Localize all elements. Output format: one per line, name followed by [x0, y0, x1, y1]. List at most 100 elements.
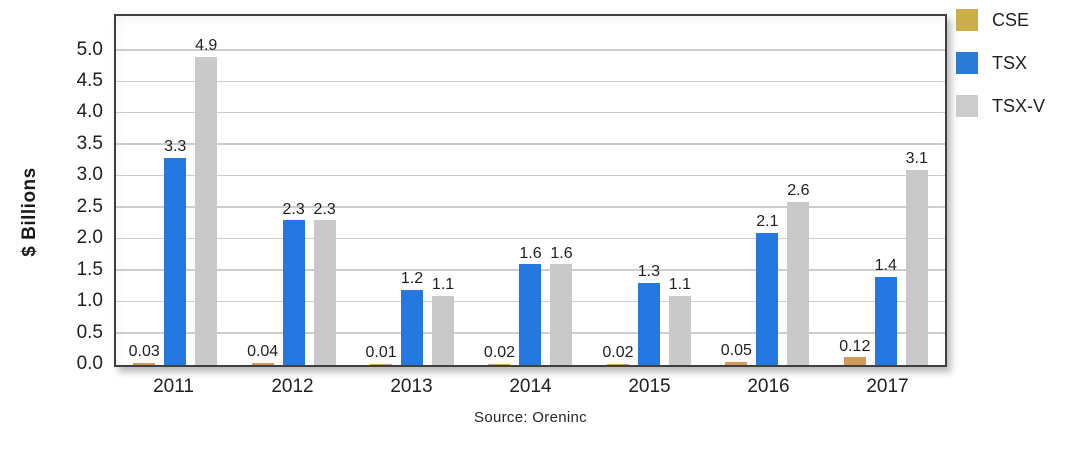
bar-column: 0.01	[365, 343, 397, 365]
bar-value-label: 4.9	[195, 37, 218, 55]
bar-value-label: 2.3	[313, 200, 336, 218]
gridline	[116, 111, 945, 114]
y-tick-label: 4.0	[76, 101, 103, 123]
x-tick-label: 2011	[153, 376, 194, 397]
bar-cse	[370, 363, 393, 365]
bar-value-label: 0.02	[483, 343, 516, 361]
bar-column: 1.1	[667, 276, 693, 365]
gridline	[116, 80, 945, 83]
gridline	[116, 237, 945, 240]
bar-column: 1.3	[636, 264, 662, 365]
bar-value-label: 0.02	[602, 343, 634, 361]
y-tick-label: 2.5	[76, 195, 103, 217]
legend-label: CSE	[992, 9, 1030, 30]
x-axis-labels: 2011 2012 2013 2014 2015 2016 2017	[114, 376, 947, 398]
bar-value-label: 0.12	[839, 337, 871, 355]
bar-column: 4.9	[193, 37, 219, 365]
bar-tsx	[519, 264, 542, 365]
x-tick-label: 2017	[866, 376, 909, 397]
gridline	[116, 143, 945, 145]
y-tick-label: 2.0	[76, 227, 103, 249]
bar-value-label: 2.6	[787, 181, 810, 199]
bar-value-label: 1.1	[431, 276, 455, 294]
bar-value-label: 3.3	[164, 137, 187, 155]
bar-column: 2.6	[785, 181, 811, 365]
bar-tsx-v	[550, 264, 573, 365]
y-axis-labels: 0.0 0.5 1.0 1.5 2.0 2.5 3.0 3.5 4.0 4.5 5.0	[0, 14, 103, 373]
legend-swatch	[956, 95, 978, 117]
x-tick-label: 2014	[509, 376, 552, 397]
bar-tsx-v	[905, 170, 928, 365]
y-tick-label: 3.0	[76, 164, 103, 186]
bar-tsx-v	[787, 201, 810, 365]
bar-cse	[251, 362, 274, 365]
x-tick-label: 2012	[271, 376, 314, 397]
x-tick-label: 2015	[628, 376, 671, 397]
bar-value-label: 1.6	[519, 244, 542, 262]
source-caption: Source: Oreninc	[474, 409, 587, 426]
bar-tsx	[164, 157, 187, 365]
bar-cse	[488, 363, 511, 365]
y-tick-label: 4.5	[76, 70, 103, 92]
bar-value-label: 0.03	[128, 343, 160, 361]
bar-tsx-v	[668, 295, 691, 365]
bar-tsx-v	[195, 56, 218, 365]
bar-column: 1.4	[873, 257, 899, 365]
legend-swatch	[956, 9, 978, 31]
legend-label: TSX	[992, 52, 1028, 73]
bar-value-label: 1.6	[550, 244, 573, 262]
bar-value-label: 0.01	[365, 343, 397, 361]
legend-swatch	[956, 52, 978, 74]
x-tick-label: 2016	[747, 376, 790, 397]
bar-value-label: 1.3	[637, 263, 661, 281]
bar-column: 1.1	[430, 276, 456, 365]
bar-column: 0.02	[483, 343, 516, 365]
bar-value-label: 1.2	[400, 269, 424, 287]
bar-column: 0.04	[247, 342, 279, 365]
legend-item-tsx-v[interactable]: TSX-V	[956, 95, 1045, 117]
bar-cse	[606, 363, 629, 365]
bar-group: 0.02 1.6 1.6	[471, 16, 589, 365]
bar-column: 2.3	[281, 201, 307, 365]
bar-tsx	[756, 232, 779, 365]
bar-column: 0.12	[839, 337, 871, 365]
legend-item-tsx[interactable]: TSX	[956, 52, 1045, 74]
bar-group: 0.02 1.3 1.1	[590, 16, 708, 365]
bar-value-label: 3.1	[905, 150, 928, 168]
legend-item-cse[interactable]: CSE	[956, 9, 1045, 31]
bar-tsx	[401, 289, 424, 365]
bar-column: 1.6	[517, 244, 543, 365]
bar-value-label: 0.04	[247, 342, 279, 360]
bar-cse	[725, 361, 748, 365]
x-tick-label: 2013	[390, 376, 433, 397]
bar-group: 0.03 3.3 4.9	[116, 16, 234, 365]
bar-value-label: 1.1	[668, 276, 692, 294]
bar-tsx	[874, 276, 897, 365]
y-tick-label: 1.0	[76, 290, 103, 312]
bar-column: 0.05	[720, 342, 752, 365]
bar-column: 0.02	[602, 343, 634, 365]
y-tick-label: 0.5	[76, 321, 103, 343]
bar-group: 0.01 1.2 1.1	[353, 16, 471, 365]
bar-column: 3.3	[162, 137, 188, 365]
gridline	[116, 174, 945, 177]
bar-column: 3.1	[904, 150, 930, 365]
bar-tsx	[637, 283, 660, 365]
y-tick-label: 0.0	[76, 353, 103, 374]
bar-tsx-v	[313, 220, 336, 365]
bar-column: 2.1	[754, 213, 780, 365]
bar-cse	[843, 357, 866, 365]
bar-value-label: 0.05	[720, 342, 752, 360]
plot-area: 0.03 3.3 4.9 0.04 2.3 2.3 0.01 1.2 1.1 0.02 1.6 1.6…	[114, 14, 947, 367]
bar-group: 0.05 2.1 2.6	[708, 16, 826, 365]
y-tick-label: 3.5	[76, 132, 103, 154]
bar-column: 0.03	[128, 343, 160, 365]
bar-group: 0.12 1.4 3.1	[827, 16, 945, 365]
legend-label: TSX-V	[992, 95, 1046, 116]
bar-tsx	[282, 220, 305, 365]
legend: CSE TSX TSX-V	[956, 9, 1045, 117]
y-tick-label: 1.5	[76, 258, 103, 280]
gridline	[116, 206, 945, 208]
bar-value-label: 1.4	[874, 257, 897, 275]
